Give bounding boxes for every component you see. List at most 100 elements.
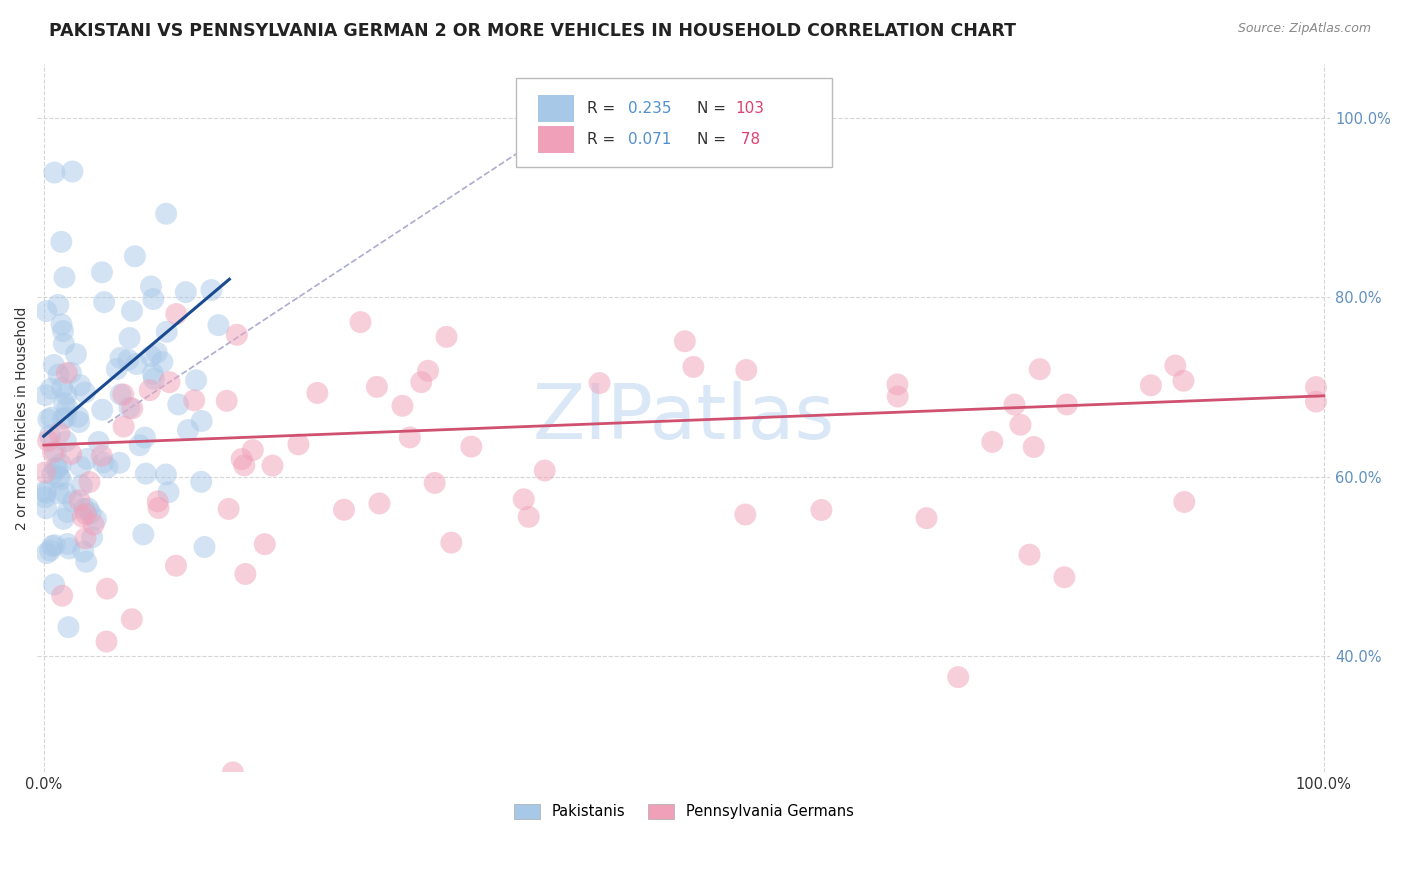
Bar [537, 95, 574, 122]
Point [75, 507, 97, 521]
Point [190, 414, 212, 428]
Point [112, 419, 135, 434]
Point [110, 387, 132, 401]
Point [105, 362, 128, 376]
Point [39, 543, 62, 558]
Point [76, 451, 98, 466]
Point [56, 366, 79, 380]
Point [517, 509, 540, 524]
Point [146, 494, 169, 508]
Point [75, 532, 97, 546]
Point [174, 285, 197, 299]
Point [91, 456, 114, 470]
Point [398, 430, 420, 444]
Point [155, 207, 177, 221]
Point [262, 458, 284, 473]
Point [132, 527, 155, 541]
Point [75, 555, 97, 569]
Point [60, 447, 83, 461]
Point [157, 485, 180, 500]
Point [52, 411, 75, 425]
Point [34, 491, 56, 505]
Point [49, 472, 72, 486]
Point [1173, 495, 1195, 509]
Point [72, 509, 94, 524]
Point [886, 390, 908, 404]
Point [1010, 417, 1032, 432]
Point [97, 460, 120, 475]
Point [108, 456, 131, 470]
Point [810, 503, 832, 517]
Text: R =: R = [586, 132, 620, 147]
Point [69, 378, 91, 392]
Point [87, 435, 110, 450]
Point [1022, 440, 1045, 454]
Point [37, 412, 59, 426]
Point [73, 385, 96, 400]
Point [41, 410, 63, 425]
Point [51, 589, 73, 603]
Point [183, 393, 205, 408]
Point [391, 399, 413, 413]
Point [35, 485, 58, 500]
Point [184, 373, 207, 387]
Point [70, 478, 93, 492]
Point [52, 336, 75, 351]
Point [1029, 362, 1052, 376]
Point [62, 494, 84, 508]
Point [139, 279, 162, 293]
Point [121, 612, 143, 626]
Point [52, 324, 75, 338]
Point [112, 387, 135, 401]
Point [948, 670, 970, 684]
Point [915, 511, 938, 525]
Point [207, 318, 229, 333]
Point [1305, 394, 1327, 409]
Point [118, 401, 141, 415]
Point [49, 457, 72, 471]
Point [53, 270, 76, 285]
Point [34, 388, 56, 402]
Point [58, 620, 80, 634]
Point [673, 334, 696, 349]
Point [165, 307, 187, 321]
FancyBboxPatch shape [516, 78, 832, 167]
Point [165, 558, 187, 573]
Point [139, 383, 162, 397]
Point [35, 501, 58, 516]
Point [56, 401, 79, 416]
Text: R =: R = [586, 101, 620, 116]
Point [56, 537, 79, 551]
Point [242, 443, 264, 458]
Text: 103: 103 [735, 101, 765, 116]
Point [55, 387, 77, 401]
Point [167, 397, 190, 411]
Point [52, 512, 75, 526]
Point [55, 434, 77, 449]
Point [48, 426, 70, 441]
Point [58, 541, 80, 556]
Point [190, 475, 212, 489]
Point [125, 357, 148, 371]
Point [235, 566, 257, 581]
Point [90, 449, 112, 463]
Point [423, 475, 446, 490]
Point [513, 492, 536, 507]
Point [79, 507, 101, 521]
Point [682, 359, 704, 374]
Point [1056, 397, 1078, 411]
Point [44, 538, 66, 552]
Point [142, 367, 165, 381]
Point [42, 358, 65, 372]
Point [156, 325, 179, 339]
Point [42, 577, 65, 591]
Point [142, 292, 165, 306]
Point [72, 544, 94, 558]
Point [66, 409, 89, 424]
Point [121, 304, 143, 318]
Text: N =: N = [697, 132, 731, 147]
Point [67, 415, 90, 429]
Point [91, 402, 114, 417]
Point [225, 327, 247, 342]
Point [287, 437, 309, 451]
